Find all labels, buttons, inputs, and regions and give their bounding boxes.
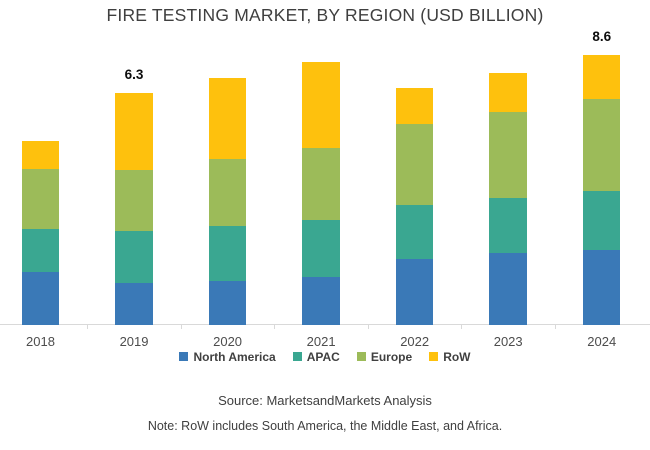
total-value-label: 6.3 [124, 67, 144, 83]
x-axis-tick [87, 325, 89, 329]
bar-segment-europe [395, 124, 434, 206]
x-tick-label: 2021 [306, 334, 336, 349]
x-tick-label: 2019 [119, 334, 149, 349]
x-axis-tick [554, 325, 556, 329]
legend: North America APAC Europe RoW [0, 348, 650, 365]
x-axis-tick [274, 325, 276, 329]
bar-segment-apac [302, 220, 340, 278]
bar-2020 [208, 78, 247, 325]
bar-segment-row [489, 72, 527, 112]
legend-swatch-icon [356, 352, 366, 361]
bar-segment-north-america [582, 249, 621, 325]
bar-segment-europe [582, 98, 621, 191]
legend-swatch-icon [292, 352, 302, 361]
bar-2019 [115, 93, 153, 325]
bar-2021 [302, 61, 340, 325]
note-text: Note: RoW includes South America, the Mi… [147, 419, 503, 433]
legend-label: North America [193, 349, 276, 364]
legend-item-north-america: North America [179, 349, 276, 364]
bar-segment-row [208, 78, 247, 160]
bar-2018 [21, 141, 60, 325]
bar-segment-apac [115, 231, 153, 283]
x-axis-tick [461, 325, 463, 329]
bar-segment-apac [489, 198, 527, 254]
source-text: Source: MarketsandMarkets Analysis [218, 393, 432, 408]
bar-segment-europe [489, 111, 527, 199]
legend-item-europe: Europe [356, 349, 413, 364]
legend-item-apac: APAC [292, 349, 340, 364]
bar-segment-north-america [302, 277, 340, 325]
legend-item-row: RoW [429, 349, 471, 364]
legend-label: RoW [443, 349, 471, 364]
legend-swatch-icon [429, 352, 439, 361]
bar-segment-row [115, 93, 153, 171]
bar-segment-apac [582, 190, 621, 250]
bar-segment-europe [115, 170, 153, 232]
legend-swatch-icon [179, 352, 189, 361]
bar-segment-row [395, 87, 434, 125]
bar-segment-row [582, 54, 621, 99]
total-value-label: 8.6 [592, 28, 612, 44]
x-tick-label: 2022 [400, 334, 430, 349]
bar-2022 [395, 87, 434, 325]
bar-segment-row [302, 61, 340, 149]
bar-2023 [489, 72, 527, 325]
x-axis-tick [180, 325, 182, 329]
bar-segment-north-america [489, 253, 527, 325]
legend-label: Europe [370, 349, 413, 364]
bar-segment-apac [208, 225, 247, 281]
x-tick-label: 2020 [213, 334, 243, 349]
bar-segment-north-america [115, 282, 153, 325]
bar-segment-europe [21, 168, 60, 230]
bar-segment-row [21, 141, 60, 169]
x-axis-tick [367, 325, 369, 329]
bar-2024 [582, 54, 621, 325]
bar-segment-north-america [208, 280, 247, 325]
bar-segment-europe [208, 159, 247, 226]
bar-segment-apac [395, 205, 434, 259]
bar-segment-north-america [21, 271, 60, 325]
bar-segment-apac [21, 229, 60, 272]
x-tick-label: 2024 [587, 334, 617, 349]
bar-segment-europe [302, 148, 340, 221]
bar-segment-north-america [395, 258, 434, 325]
legend-label: APAC [306, 349, 340, 364]
x-tick-label: 2018 [26, 334, 55, 349]
chart-title: FIRE TESTING MARKET, BY REGION (USD BILL… [106, 5, 544, 25]
x-tick-label: 2023 [493, 334, 523, 349]
